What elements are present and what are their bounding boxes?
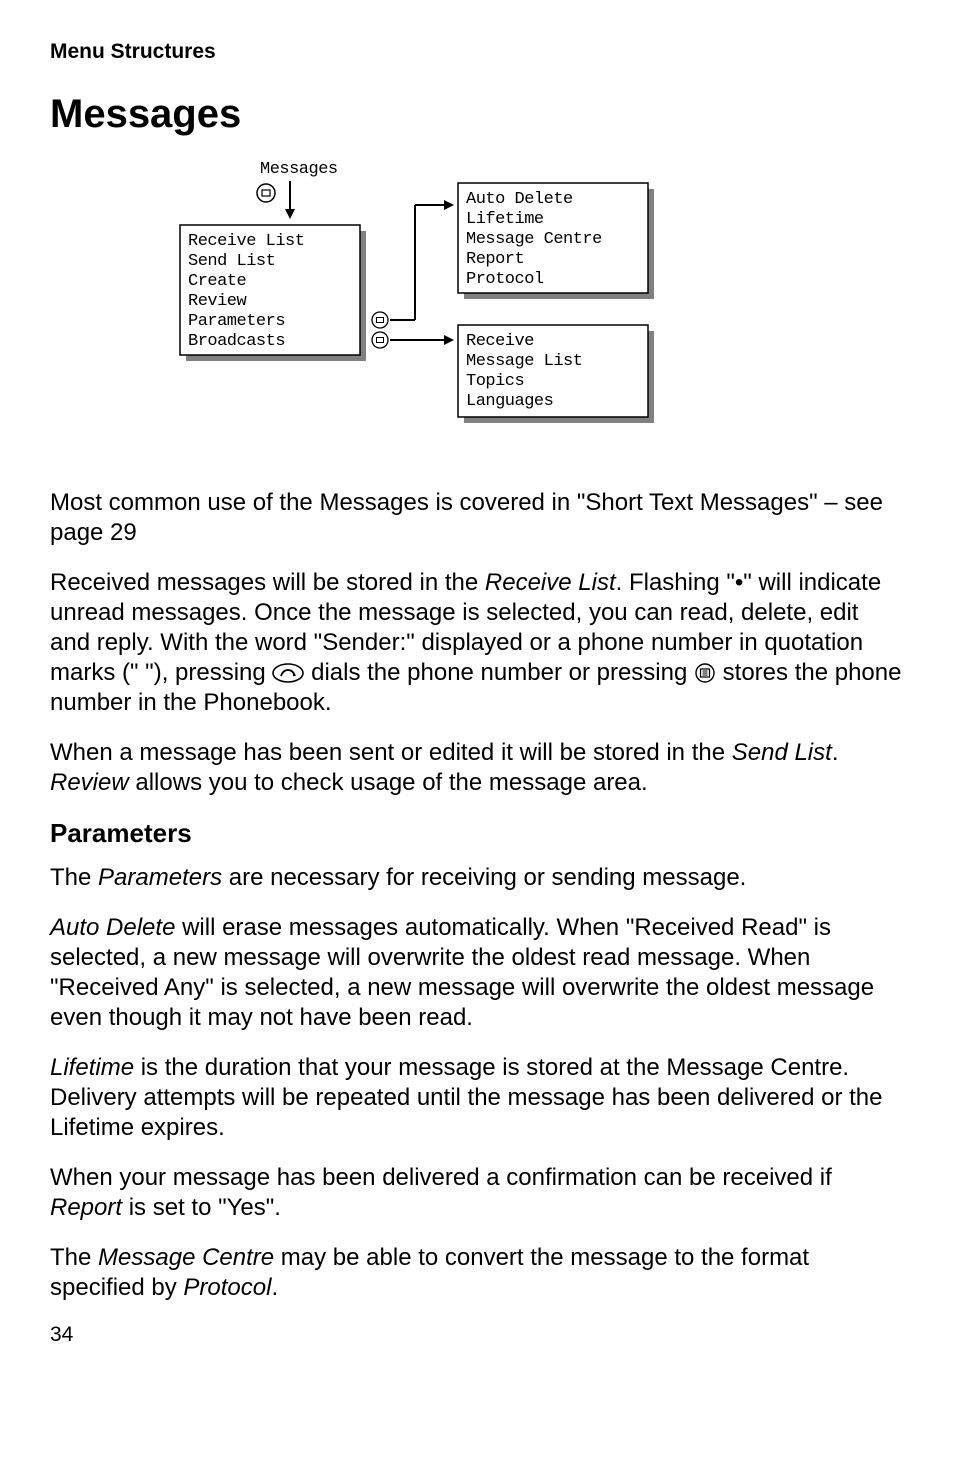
- p4-c: are necessary for receiving or sending m…: [222, 864, 746, 891]
- select-icon: [257, 184, 275, 202]
- p8-term-protocol: Protocol: [183, 1274, 271, 1301]
- left-item-1: Send List: [188, 252, 275, 271]
- p7-c: is set to "Yes".: [122, 1194, 281, 1221]
- paragraph-8: The Message Centre may be able to conver…: [50, 1243, 904, 1303]
- header-section-label: Menu Structures: [50, 40, 904, 64]
- tr-item-4: Protocol: [466, 270, 544, 289]
- menu-diagram: Messages Receive List Send List Create R…: [50, 157, 904, 462]
- p4-a: The: [50, 864, 98, 891]
- tr-item-3: Report: [466, 250, 524, 269]
- paragraph-7: When your message has been delivered a c…: [50, 1163, 904, 1223]
- paragraph-5: Auto Delete will erase messages automati…: [50, 913, 904, 1033]
- p8-a: The: [50, 1244, 98, 1271]
- paragraph-6: Lifetime is the duration that your messa…: [50, 1053, 904, 1143]
- p6-b: is the duration that your message is sto…: [50, 1054, 882, 1141]
- p8-e: .: [271, 1274, 278, 1301]
- p8-term-message-centre: Message Centre: [98, 1244, 274, 1271]
- tr-item-2: Message Centre: [466, 230, 602, 249]
- left-item-3: Review: [188, 292, 248, 311]
- p7-term-report: Report: [50, 1194, 122, 1221]
- p6-term-lifetime: Lifetime: [50, 1054, 134, 1081]
- left-item-0: Receive List: [188, 232, 304, 251]
- br-item-2: Topics: [466, 372, 524, 391]
- p3-e: allows you to check usage of the message…: [129, 769, 648, 796]
- select-icon: [372, 312, 388, 328]
- br-item-1: Message List: [466, 352, 582, 371]
- br-item-3: Languages: [466, 392, 553, 411]
- p3-c: .: [832, 739, 839, 766]
- tr-item-1: Lifetime: [466, 210, 544, 229]
- br-item-0: Receive: [466, 332, 534, 351]
- page-number: 34: [50, 1323, 904, 1347]
- paragraph-1: Most common use of the Messages is cover…: [50, 488, 904, 548]
- p2-text-a: Received messages will be stored in the: [50, 569, 485, 596]
- call-key-icon: [272, 663, 304, 683]
- diagram-root-label: Messages: [260, 160, 338, 179]
- paragraph-2: Received messages will be stored in the …: [50, 568, 904, 718]
- left-item-4: Parameters: [188, 312, 285, 331]
- p2-text-d: dials the phone number or pressing: [304, 659, 694, 686]
- p4-term-parameters: Parameters: [98, 864, 222, 891]
- p2-term-receive-list: Receive List: [485, 569, 616, 596]
- p3-term-send-list: Send List: [732, 739, 832, 766]
- paragraph-3: When a message has been sent or edited i…: [50, 738, 904, 798]
- p7-a: When your message has been delivered a c…: [50, 1164, 832, 1191]
- tr-item-0: Auto Delete: [466, 190, 573, 209]
- left-item-5: Broadcasts: [188, 332, 285, 351]
- paragraph-4: The Parameters are necessary for receivi…: [50, 863, 904, 893]
- store-key-icon: [694, 663, 716, 683]
- select-icon: [372, 332, 388, 348]
- p3-term-review: Review: [50, 769, 129, 796]
- p5-term-auto-delete: Auto Delete: [50, 914, 175, 941]
- p3-a: When a message has been sent or edited i…: [50, 739, 732, 766]
- page-title: Messages: [50, 92, 904, 137]
- left-item-2: Create: [188, 272, 247, 291]
- subheading-parameters: Parameters: [50, 818, 904, 849]
